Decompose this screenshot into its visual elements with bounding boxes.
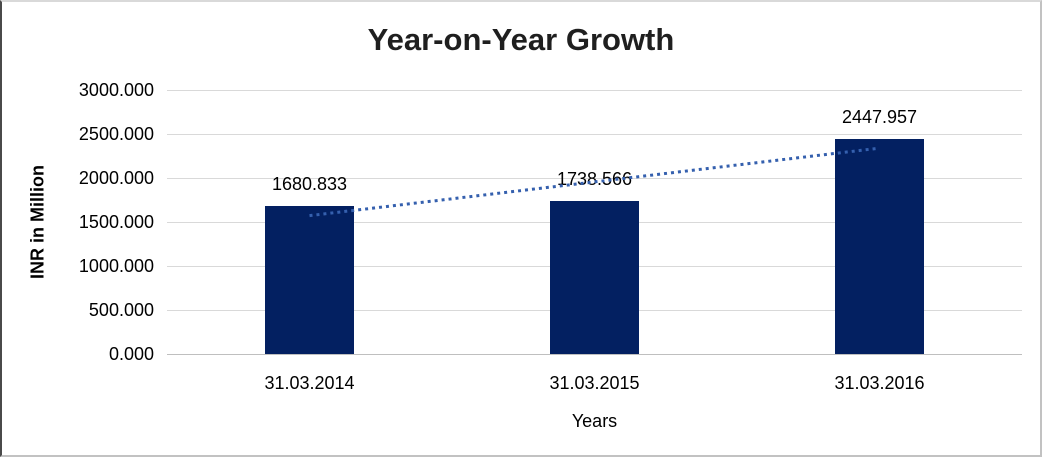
y-tick-label: 2500.000: [78, 124, 154, 144]
y-tick-label: 2000.000: [78, 168, 154, 188]
y-tick-label: 3000.000: [78, 80, 154, 100]
gridline: [167, 134, 1022, 135]
chart-title: Year-on-Year Growth: [367, 22, 675, 57]
bar-value-label: 2447.957: [841, 106, 918, 127]
x-axis-title: Years: [571, 411, 618, 431]
trendline: [309, 146, 880, 218]
x-tick-label: 31.03.2015: [549, 373, 640, 393]
x-axis-line: [167, 354, 1022, 355]
gridline: [167, 90, 1022, 91]
bar: [550, 201, 639, 354]
gridline: [167, 178, 1022, 179]
y-axis-ticks: 3000.000 2500.000 2000.000 1500.000 1000.000…: [2, 2, 154, 455]
bar-value-label: 1680.833: [271, 174, 348, 195]
bar: [265, 206, 354, 354]
plot-area: 1680.833 1738.566 2447.957: [167, 90, 1022, 355]
bar: [835, 138, 924, 354]
x-tick-label: 31.03.2016: [834, 373, 925, 393]
x-tick-label: 31.03.2014: [264, 373, 355, 393]
y-tick-label: 0.000: [108, 344, 154, 364]
y-tick-label: 1000.000: [78, 256, 154, 276]
y-tick-label: 1500.000: [78, 212, 154, 232]
y-tick-label: 500.000: [88, 300, 154, 320]
